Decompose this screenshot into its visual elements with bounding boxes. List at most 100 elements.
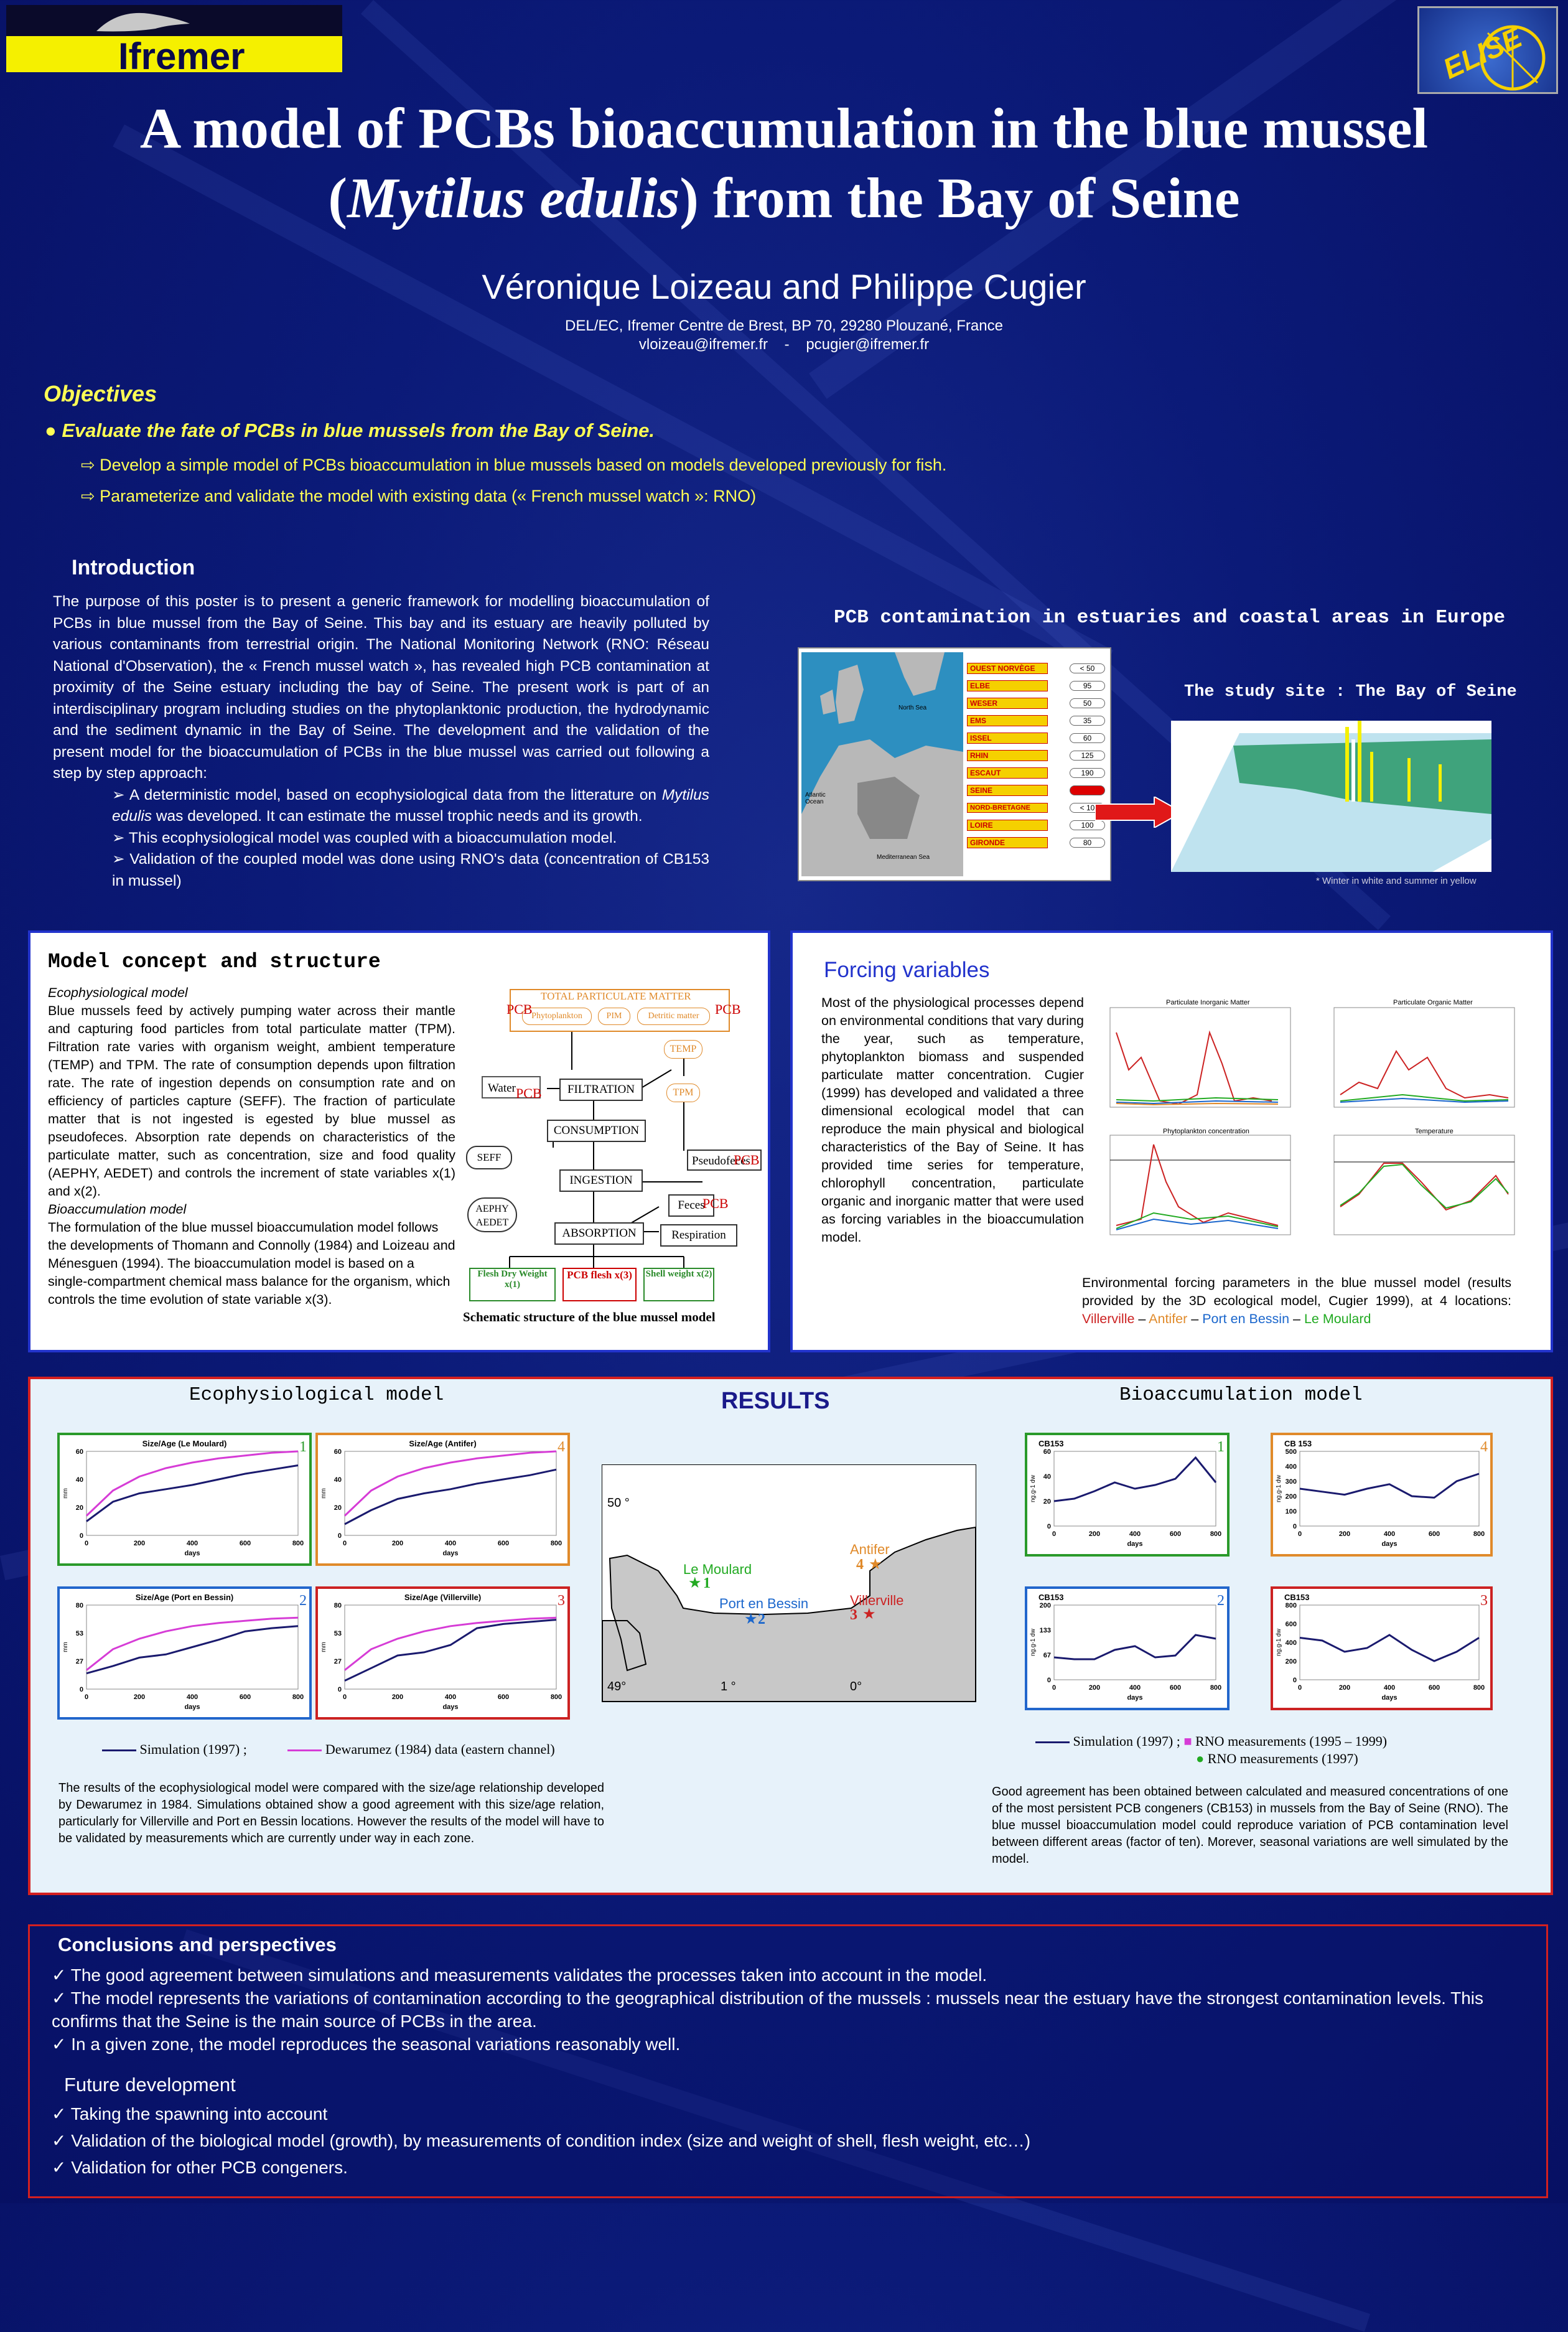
diagram-caption: Schematic structure of the blue mussel m… [463,1309,716,1324]
conclusion-item: ✓ The model represents the variations of… [52,1988,1484,2031]
chart-title: Size/Age (Antifer) [409,1439,476,1448]
y-tick-label: 200 [1286,1493,1297,1501]
plot-area [86,1451,299,1536]
red-arrow-icon [1095,797,1182,828]
y-tick-label: 60 [334,1448,342,1456]
river-row: EMS 35 [967,712,1105,729]
dolphin-icon [96,12,190,32]
x-tick-label: 0 [1052,1684,1056,1692]
y-tick-label: 20 [1043,1498,1051,1505]
x-axis-label: days [184,1703,200,1711]
x-tick-label: 800 [551,1540,562,1547]
ifremer-logo-band [6,36,342,72]
river-name: ELBE [967,680,1048,691]
study-site-label: The study site : The Bay of Seine [1184,683,1517,701]
arrow-icon: ➢ [112,851,125,868]
x-tick-label: 800 [292,1540,304,1547]
chart-title: CB153 [1038,1593,1063,1602]
map-lon0: 0° [850,1680,862,1693]
star-icon: ★ [862,1606,876,1623]
x-tick-label: 200 [134,1693,145,1701]
tpm-small-node: TPM [666,1084,700,1102]
poster-title: A model of PCBs bioaccumulation in the b… [0,93,1568,233]
europe-map [801,652,963,876]
river-row: ESCAUT 190 [967,764,1105,782]
chart-number: 2 [1217,1593,1225,1609]
x-axis-label: days [1127,1694,1142,1702]
x-tick-label: 800 [551,1693,562,1701]
seine-map: 50 ° 49° 1 ° 0° Le Moulard ★ 1 Port en B… [602,1464,976,1702]
eco-text: Blue mussels feed by actively pumping wa… [48,1003,455,1199]
introduction-paragraph: The purpose of this poster is to present… [53,593,709,782]
future-item: ✓ Taking the spawning into account [52,2104,328,2124]
series-line [1053,1634,1216,1660]
river-value: < 50 [1070,663,1105,673]
y-tick-label: 300 [1286,1478,1297,1486]
results-panel: Ecophysiological model RESULTS Bioaccumu… [28,1377,1553,1895]
x-tick-label: 0 [343,1693,347,1701]
loc-port-en-bessin: Port en Bessin [1202,1311,1290,1326]
legend-rno1-label: RNO measurements (1995 – 1999) [1195,1733,1388,1749]
model-concept-text: Ecophysiological model Blue mussels feed… [48,984,455,1309]
y-tick-label: 40 [334,1476,342,1484]
chart-frame [1271,1586,1493,1710]
y-tick-label: 40 [76,1476,83,1484]
river-value: 95 [1070,681,1105,691]
legend-sim-label: Simulation (1997) ; [139,1741,247,1757]
ifremer-logo-text: Ifremer [118,35,245,77]
conclusions-panel: Conclusions and perspectives ✓ The good … [28,1924,1548,2198]
map-lat49: 49° [607,1680,627,1693]
future-item: ✓ Validation of the biological model (gr… [52,2131,1031,2150]
y-tick-label: 0 [80,1686,83,1693]
forcing-chart-title-2: Particulate Organic Matter [1393,999,1473,1006]
x-tick-label: 800 [1210,1530,1221,1538]
chart-phyto [1109,1135,1291,1235]
site-le-moulard-label: Le Moulard [683,1562,752,1577]
future-item: ✓ Validation for other PCB congeners. [52,2158,348,2177]
aephy-node: AEPHY AEDET [467,1197,517,1232]
x-tick-label: 200 [392,1693,403,1701]
chart-title: Size/Age (Le Moulard) [142,1439,227,1448]
y-tick-label: 53 [334,1630,342,1637]
x-tick-label: 200 [134,1540,145,1547]
y-tick-label: 400 [1286,1639,1297,1647]
chart-number: 4 [1480,1439,1488,1455]
results-bio-text: Good agreement has been obtained between… [992,1785,1508,1866]
star-icon: ★ [869,1556,882,1573]
x-tick-label: 200 [1339,1530,1350,1538]
x-axis-label: days [1127,1540,1142,1548]
bay-of-seine-3d [1171,721,1491,872]
pim-node: PIM [598,1008,630,1025]
chart-title: Size/Age (Villerville) [404,1593,481,1602]
y-tick-label: 40 [1043,1473,1051,1481]
river-name: OUEST NORVÈGE [967,663,1048,674]
series-line [343,1450,557,1517]
river-name: GIRONDE [967,837,1048,848]
y-tick-label: 600 [1286,1621,1297,1628]
arrow-icon: ⇨ [81,456,95,474]
river-value: 50 [1070,698,1105,708]
conclusion-item: ✓ The good agreement between simulations… [52,1965,987,1985]
model-concept-heading: Model concept and structure [48,950,381,973]
series-line [344,1619,557,1682]
forcing-heading: Forcing variables [824,958,990,982]
feces-node: Feces [668,1194,714,1217]
site-port-label: Port en Bessin [719,1596,809,1611]
future-list: ✓ Taking the spawning into account ✓ Val… [52,2100,1526,2181]
bio-heading: Bioaccumulation model [1119,1384,1363,1406]
map-label-north-sea: North Sea [898,705,927,711]
title-line1: A model of PCBs bioaccumulation in the b… [139,96,1429,160]
respiration-node: Respiration [660,1224,737,1247]
x-tick-label: 400 [445,1540,456,1547]
check-icon: ✓ [52,2104,67,2124]
river-name: LOIRE [967,820,1048,831]
europe-heading: PCB contamination in estuaries and coast… [834,607,1505,629]
introduction-text: The purpose of this poster is to present… [53,591,709,892]
plot-area [1299,1604,1480,1680]
x-tick-label: 400 [187,1693,198,1701]
emails: vloizeau@ifremer.fr - pcugier@ifremer.fr [638,336,930,353]
pcb-label-right: PCB [715,1001,741,1017]
x-tick-label: 600 [498,1540,509,1547]
river-row: WESER 50 [967,695,1105,712]
site-villerville-label: Villerville [850,1593,904,1608]
